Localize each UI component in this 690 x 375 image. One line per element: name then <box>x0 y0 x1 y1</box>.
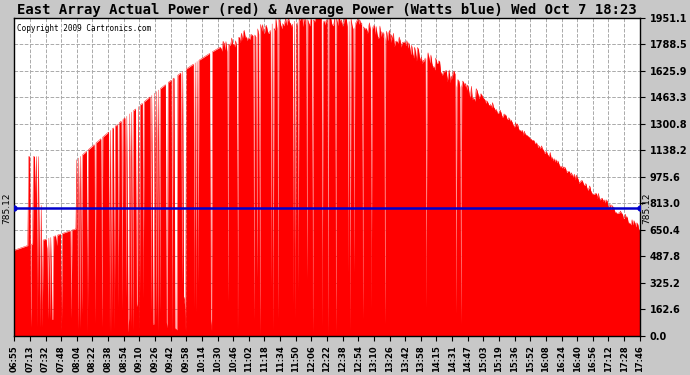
Text: 785.12: 785.12 <box>2 192 11 224</box>
Text: 785.12: 785.12 <box>642 192 651 224</box>
Text: Copyright 2009 Cartronics.com: Copyright 2009 Cartronics.com <box>17 24 152 33</box>
Title: East Array Actual Power (red) & Average Power (Watts blue) Wed Oct 7 18:23: East Array Actual Power (red) & Average … <box>17 3 637 17</box>
